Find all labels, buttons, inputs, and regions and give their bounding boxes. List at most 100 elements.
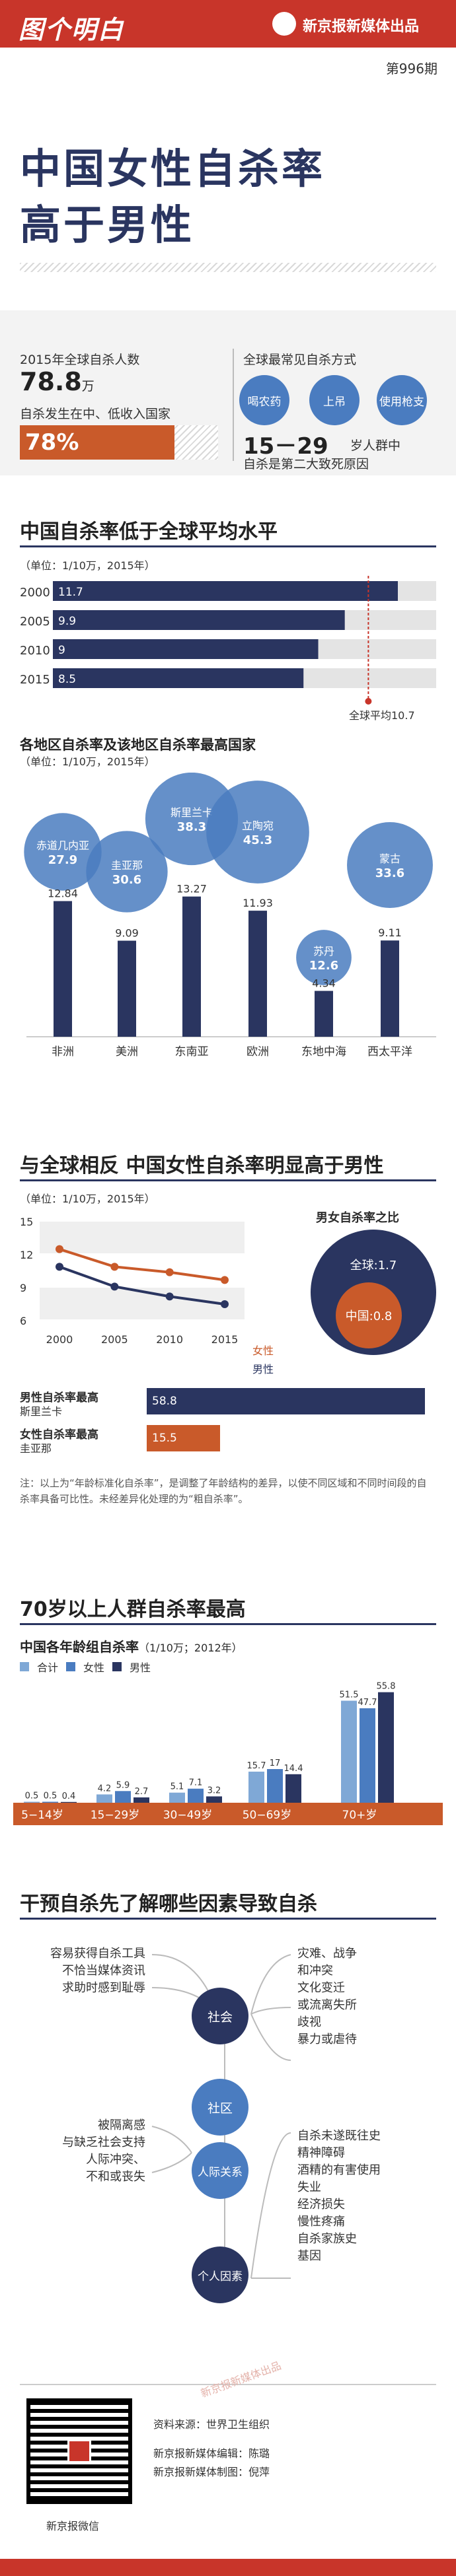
china-trend-chart: 2000 11.7 2005 9.9 2010 9 2015 8.5 — [20, 576, 436, 705]
gender-point-男性-2 — [165, 1292, 174, 1301]
gender-point-男性-3 — [221, 1300, 229, 1308]
gender-band-0 — [40, 1222, 245, 1253]
age-chart-title: 中国各年龄组自杀率 — [20, 1639, 139, 1655]
connector-society-right — [250, 1954, 291, 2015]
legend-male-age: 男性 — [130, 1661, 151, 1674]
legend-female-age: 女性 — [83, 1661, 105, 1674]
region-name-0: 非洲 — [52, 1045, 74, 1059]
node-community: 社区 — [192, 2079, 248, 2136]
section1-unit: （单位：1/10万，2015年） — [20, 559, 155, 572]
society-right-list: 灾难、战争 和冲突 文化变迁 或流离失所 歧视 暴力或虐待 — [297, 1947, 357, 2046]
country-value-2: 38.3 — [177, 820, 206, 834]
female-max-bar: 15.5 — [147, 1425, 221, 1451]
age-axis-band — [13, 1803, 443, 1825]
country-bubble-4 — [296, 930, 352, 985]
gender-point-女性-2 — [165, 1268, 174, 1276]
section3-title: 与全球相反 中国女性自杀率明显高于男性 — [20, 1154, 384, 1177]
personal-right-list: 自杀未遂既往史 精神障碍 酒精的有害使用 失业 经济损失 慢性疼痛 自杀家族史 … — [297, 2129, 381, 2263]
legend-male-swatch — [112, 1662, 122, 1671]
section5-rule — [20, 1918, 436, 1920]
method-pesticide: 喝农药 — [239, 375, 289, 425]
section3-unit: （单位：1/10万，2015年） — [20, 1193, 155, 1205]
country-value-3: 45.3 — [243, 833, 272, 847]
age-bar-1-1 — [115, 1791, 131, 1803]
age-bar-1-0 — [96, 1794, 112, 1803]
female-max-country: 圭亚那 — [20, 1442, 52, 1455]
legend-male: 男性 — [252, 1363, 274, 1375]
trend-year-2010: 2010 — [20, 644, 50, 658]
gender-ytick-6: 6 — [20, 1315, 26, 1327]
region-bar-3 — [248, 911, 267, 1037]
ratio-global: 全球:1.7 — [350, 1259, 397, 1272]
designer-text: 新京报新媒体制图：倪萍 — [153, 2466, 270, 2478]
publisher-emblem-icon — [272, 12, 296, 36]
region-bar-4 — [315, 991, 333, 1037]
section1-rule — [20, 545, 436, 547]
region-name-5: 西太平洋 — [367, 1045, 412, 1059]
male-max-label: 男性自杀率最高 — [20, 1391, 98, 1405]
male-max-bar: 58.8 — [147, 1388, 426, 1414]
age-bar-3-2 — [285, 1774, 301, 1803]
trend-value-2010: 9 — [58, 644, 65, 657]
trend-bar-2005 — [53, 610, 345, 630]
region-bar-2 — [182, 896, 201, 1037]
footer-watermark: 新京报新媒体出品 — [199, 2359, 283, 2400]
global-number: 78.8 — [20, 367, 82, 396]
region-name-2: 东南亚 — [175, 1045, 209, 1059]
age-value-4-0: 51.5 — [340, 1690, 359, 1700]
header-banner — [0, 0, 456, 48]
region-value-3: 11.93 — [243, 897, 273, 909]
region-value-4: 4.34 — [312, 977, 336, 990]
male-max-value: 58.8 — [152, 1395, 177, 1408]
age-bar-3-1 — [267, 1769, 283, 1803]
source-text: 资料来源：世界卫生组织 — [153, 2418, 270, 2431]
region-value-1: 9.09 — [115, 927, 139, 940]
bottom-bar — [0, 2559, 456, 2576]
age-bar-4-1 — [360, 1708, 375, 1803]
country-name-2: 斯里兰卡 — [171, 806, 213, 819]
age-label-1: 15−29岁 — [91, 1809, 140, 1822]
age-value-4-1: 47.7 — [358, 1698, 377, 1708]
country-value-5: 33.6 — [375, 866, 404, 880]
country-name-4: 苏丹 — [313, 945, 334, 957]
section4-rule — [20, 1623, 436, 1625]
trend-year-2005: 2005 — [20, 615, 50, 629]
ratio-title: 男女自杀率之比 — [316, 1211, 399, 1225]
age-value-2-2: 3.2 — [208, 1786, 221, 1795]
global-label: 2015年全球自杀人数 — [20, 353, 140, 367]
issue-number: 第996期 — [385, 61, 437, 77]
age-legend: 合计 女性 男性 — [20, 1659, 151, 1675]
node-relationship: 人际关系 — [192, 2142, 248, 2199]
region-value-5: 9.11 — [378, 926, 402, 939]
age-bar-0-0 — [24, 1801, 40, 1803]
gender-point-女性-0 — [56, 1245, 63, 1253]
country-value-1: 30.6 — [112, 873, 141, 887]
legend-female-swatch — [66, 1662, 76, 1671]
age-value-1-2: 2.7 — [135, 1787, 149, 1797]
age-value: 15－29 — [243, 433, 328, 460]
regions-unit: （单位：1/10万，2015年） — [20, 755, 155, 768]
section1-title: 中国自杀率低于全球平均水平 — [20, 520, 278, 543]
age-value-0-0: 0.5 — [25, 1792, 39, 1801]
trend-value-2015: 8.5 — [58, 673, 76, 686]
relation-left-list: 被隔离感 与缺乏社会支持 人际冲突、 不和或丧失 — [62, 2118, 145, 2184]
country-name-0: 赤道几内亚 — [36, 839, 89, 852]
lowincome-label: 自杀发生在中、低收入国家 — [20, 407, 171, 421]
age-value-3-2: 14.4 — [284, 1764, 303, 1774]
global-avg-label: 全球平均10.7 — [349, 709, 415, 722]
editor-text: 新京报新媒体编辑：陈璐 — [153, 2447, 270, 2460]
country-bubble-1 — [86, 831, 168, 913]
global-unit: 万 — [81, 379, 95, 394]
regions-title: 各地区自杀率及该地区自杀率最高国家 — [20, 737, 256, 753]
connector-relation-left2 — [151, 2152, 192, 2173]
header-logo: 图个明白 — [19, 15, 125, 44]
region-name-4: 东地中海 — [301, 1045, 346, 1059]
trend-value-2000: 11.7 — [58, 586, 83, 599]
lowincome-value: 78% — [25, 429, 79, 456]
global-value: 78.8万 — [20, 367, 95, 396]
region-value-0: 12.84 — [48, 888, 78, 900]
methods-label: 全球最常见自杀方式 — [243, 353, 357, 367]
country-name-3: 立陶宛 — [242, 819, 274, 832]
